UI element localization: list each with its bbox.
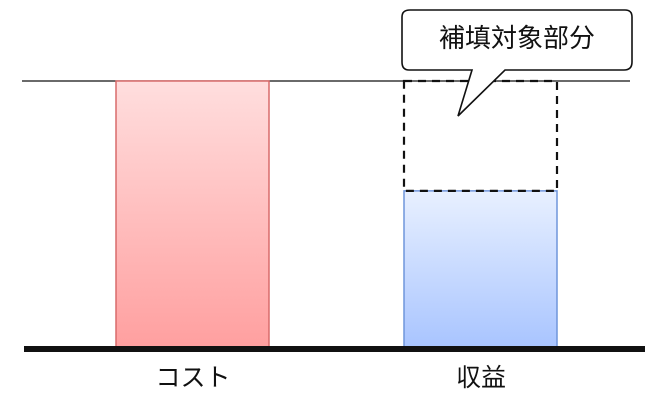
callout-text: 補填対象部分: [439, 24, 595, 54]
speech-bubble-callout: [401, 9, 633, 117]
revenue-label: 収益: [456, 363, 506, 392]
deficit-area-dashed-box: [402, 79, 559, 192]
cost-bar: [115, 80, 270, 350]
revenue-bar: [403, 190, 558, 350]
cost-label: コスト: [155, 363, 230, 392]
